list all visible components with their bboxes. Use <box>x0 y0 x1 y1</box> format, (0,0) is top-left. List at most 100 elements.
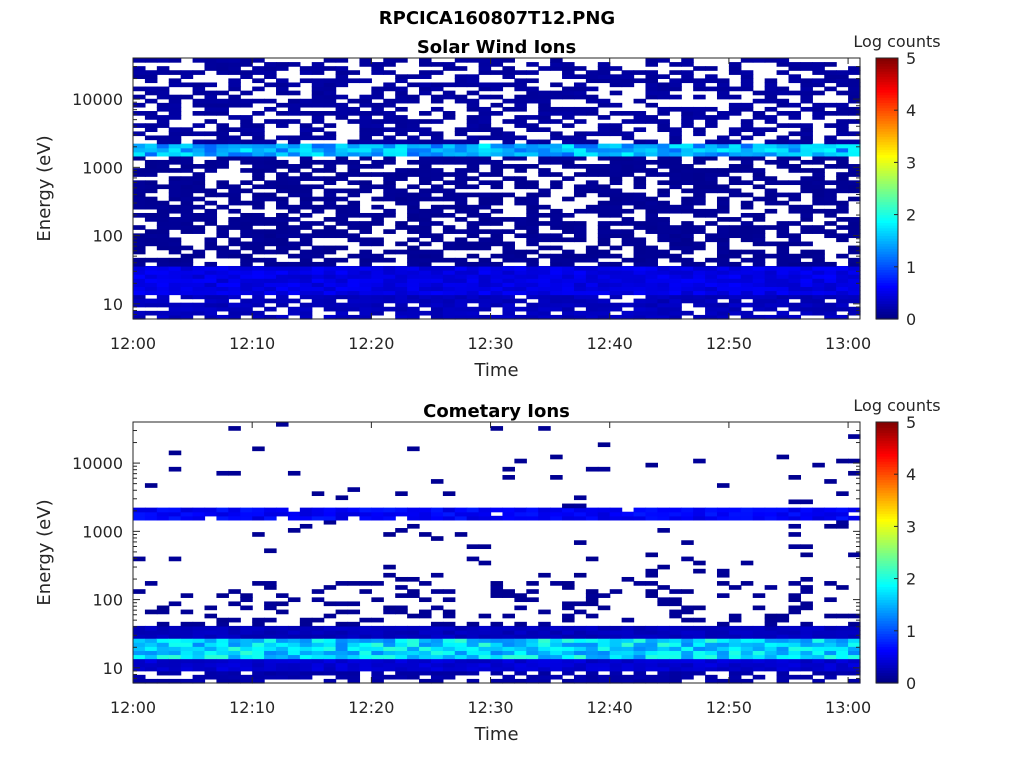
heatmap-cell <box>669 589 682 594</box>
heatmap-cell <box>478 265 492 271</box>
heatmap-cell <box>812 176 825 181</box>
heatmap-cell <box>299 674 313 680</box>
heatmap-cell <box>550 454 563 460</box>
colorbar-segment <box>876 118 898 122</box>
heatmap-cell <box>538 666 551 672</box>
heatmap-cell <box>645 58 658 63</box>
heatmap-cell <box>669 650 682 656</box>
heatmap-cell <box>788 74 802 79</box>
heatmap-cell <box>287 310 301 316</box>
heatmap-cell <box>133 511 146 517</box>
heatmap-cell <box>538 147 551 153</box>
heatmap-cell <box>371 123 384 128</box>
heatmap-cell <box>240 90 253 96</box>
heatmap-cell <box>168 310 182 316</box>
heatmap-cell <box>204 646 218 651</box>
heatmap-cell <box>264 646 277 651</box>
heatmap-cell <box>550 294 563 300</box>
heatmap-cell <box>788 62 802 67</box>
heatmap-cell <box>240 515 253 521</box>
heatmap-cell <box>716 306 730 312</box>
heatmap-cell <box>371 217 384 222</box>
heatmap-cell <box>240 147 253 153</box>
heatmap-cell <box>323 642 337 647</box>
heatmap-cell <box>645 511 658 517</box>
heatmap-cell <box>669 225 682 230</box>
heatmap-cell <box>848 70 861 75</box>
heatmap-cell <box>657 127 670 133</box>
heatmap-cell <box>478 221 492 226</box>
heatmap-cell <box>812 172 825 177</box>
heatmap-cell <box>848 278 861 283</box>
colorbar-tick-label: 1 <box>906 622 916 641</box>
heatmap-cell <box>264 265 277 271</box>
heatmap-cell <box>490 507 504 513</box>
heatmap-cell <box>681 286 694 292</box>
heatmap-cell <box>585 106 599 112</box>
heatmap-cell <box>824 642 837 647</box>
heatmap-cell <box>192 176 206 181</box>
heatmap-cell <box>407 123 420 128</box>
heatmap-cell <box>311 204 325 210</box>
heatmap-cell <box>764 86 778 92</box>
heatmap-cell <box>180 188 194 194</box>
heatmap-cell <box>597 298 611 304</box>
heatmap-cell <box>621 314 635 320</box>
heatmap-cell <box>538 621 551 627</box>
heatmap-cell <box>705 294 718 300</box>
heatmap-cell <box>681 662 694 668</box>
heatmap-cell <box>335 229 349 234</box>
heatmap-cell <box>621 172 635 177</box>
heatmap-cell <box>144 164 158 169</box>
heatmap-cell <box>430 625 444 631</box>
heatmap-cell <box>633 184 647 190</box>
heatmap-cell <box>228 102 241 108</box>
heatmap-cell <box>788 139 802 145</box>
heatmap-cell <box>502 106 515 112</box>
colorbar-segment <box>876 178 898 182</box>
heatmap-cell <box>442 634 456 639</box>
heatmap-cell <box>168 196 182 202</box>
heatmap-cell <box>133 290 146 296</box>
heatmap-cell <box>669 629 682 635</box>
heatmap-cell <box>490 278 504 283</box>
heatmap-cell <box>240 159 253 165</box>
heatmap-cell <box>264 159 277 165</box>
heatmap-cell <box>478 515 492 521</box>
heatmap-cell <box>478 151 492 157</box>
heatmap-cell <box>573 111 587 116</box>
heatmap-cell <box>442 111 456 116</box>
heatmap-cell <box>585 601 599 607</box>
heatmap-cell <box>716 261 730 267</box>
heatmap-cell <box>740 278 754 283</box>
heatmap-cell <box>609 642 623 647</box>
heatmap-cell <box>573 208 587 214</box>
heatmap-cell <box>490 233 504 239</box>
heatmap-cell <box>383 176 396 181</box>
colorbar-segment <box>876 238 898 242</box>
heatmap-cell <box>383 62 396 67</box>
heatmap-cell <box>240 217 253 222</box>
y-tick-label: 100 <box>92 591 123 610</box>
heatmap-cell <box>347 265 361 271</box>
heatmap-cell <box>752 294 766 300</box>
heatmap-cell <box>538 192 551 198</box>
heatmap-cell <box>430 515 444 521</box>
heatmap-cell <box>800 638 813 643</box>
heatmap-cell <box>323 82 337 88</box>
heatmap-cell <box>156 151 170 157</box>
heatmap-cell <box>156 678 170 684</box>
heatmap-cell <box>740 515 754 521</box>
heatmap-cell <box>133 625 146 631</box>
heatmap-cell <box>419 581 432 586</box>
heatmap-cell <box>323 511 337 517</box>
heatmap-cell <box>442 597 456 603</box>
heatmap-cell <box>824 507 837 513</box>
heatmap-cell <box>133 302 146 308</box>
heatmap-cell <box>538 515 551 521</box>
heatmap-cell <box>621 168 635 173</box>
heatmap-cell <box>228 127 241 133</box>
heatmap-cell <box>824 261 837 267</box>
heatmap-cell <box>728 585 742 590</box>
heatmap-cell <box>228 511 241 517</box>
